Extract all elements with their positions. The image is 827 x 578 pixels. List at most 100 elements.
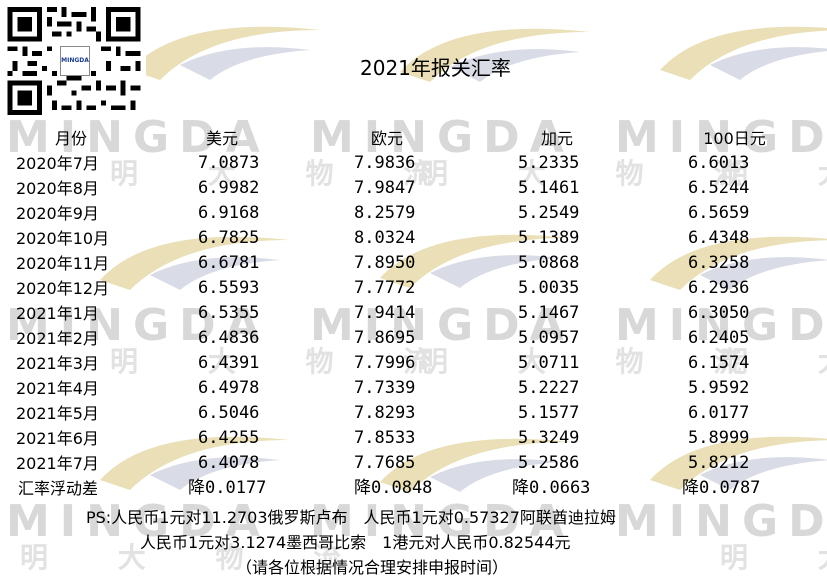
cell-usd: 6.5355: [198, 303, 260, 323]
note-line-1: PS:人民币1元对11.2703俄罗斯卢布 人民币1元对0.57327阿联酋迪拉…: [86, 508, 616, 527]
cell-cad: 5.2549: [518, 203, 580, 223]
cell-jpy100: 6.5244: [688, 178, 750, 198]
qr-code-image: [2, 2, 146, 120]
cell-jpy100: 6.1574: [688, 353, 750, 373]
note-line-2: 人民币1元对3.1274墨西哥比索 1港元对人民币0.82544元: [140, 533, 571, 552]
cell-cad: 5.0957: [518, 328, 580, 348]
cell-cad: 5.0868: [518, 253, 580, 273]
cell-cad: 5.1467: [518, 303, 580, 323]
cell-usd: 6.5046: [198, 403, 260, 423]
cell-eur: 7.7996: [354, 353, 416, 373]
cell-month: 2020年9月: [16, 204, 99, 223]
watermark-logo: [130, 26, 320, 80]
cell-cad: 5.1461: [518, 178, 580, 198]
cell-cad: 5.2586: [518, 453, 580, 473]
cell-eur: 8.2579: [354, 203, 416, 223]
difference-cad: 降0.0663: [512, 478, 591, 498]
watermark-logo: [660, 26, 827, 80]
cell-month: 2021年7月: [16, 454, 99, 473]
note-line-3: （请各位根据情况合理安排申报时间）: [236, 558, 509, 577]
cell-eur: 7.9414: [354, 303, 416, 323]
cell-month: 2020年12月: [16, 279, 110, 298]
cell-month: 2020年7月: [16, 154, 99, 173]
header-eur: 欧元: [370, 129, 403, 148]
cell-cad: 5.2227: [518, 378, 580, 398]
cell-cad: 5.3249: [518, 428, 580, 448]
cell-month: 2021年2月: [16, 329, 99, 348]
cell-jpy100: 6.3050: [688, 303, 750, 323]
cell-cad: 5.2335: [518, 153, 580, 173]
cell-jpy100: 6.2405: [688, 328, 750, 348]
cell-month: 2021年3月: [16, 354, 99, 373]
cell-jpy100: 5.9592: [688, 378, 750, 398]
table-row: 2020年12月 6.5593 7.7772 5.0035 6.2936: [0, 276, 827, 301]
cell-eur: 7.8695: [354, 328, 416, 348]
difference-jpy100: 降0.0787: [682, 478, 761, 498]
difference-row: 汇率浮动差 降0.0177 降0.0848 降0.0663 降0.0787: [0, 476, 827, 501]
cell-eur: 7.9847: [354, 178, 416, 198]
difference-eur: 降0.0848: [354, 478, 433, 498]
difference-usd: 降0.0177: [188, 478, 267, 498]
cell-eur: 7.7772: [354, 278, 416, 298]
cell-month: 2020年8月: [16, 179, 99, 198]
difference-label: 汇率浮动差: [18, 479, 99, 498]
cell-eur: 7.8533: [354, 428, 416, 448]
cell-month: 2021年1月: [16, 304, 99, 323]
table-row: 2021年2月 6.4836 7.8695 5.0957 6.2405: [0, 326, 827, 351]
cell-cad: 5.0711: [518, 353, 580, 373]
cell-jpy100: 5.8999: [688, 428, 750, 448]
table-row: 2020年7月 7.0873 7.9836 5.2335 6.6013: [0, 151, 827, 176]
header-cad: 加元: [540, 129, 573, 148]
cell-eur: 7.7685: [354, 453, 416, 473]
cell-cad: 5.0035: [518, 278, 580, 298]
table-row: 2021年5月 6.5046 7.8293 5.1577 6.0177: [0, 401, 827, 426]
table-row: 2020年10月 6.7825 8.0324 5.1389 6.4348: [0, 226, 827, 251]
header-jpy100: 100日元: [703, 129, 766, 148]
table-header-row: 月份 美元 欧元 加元 100日元: [0, 126, 827, 151]
cell-usd: 6.9168: [198, 203, 260, 223]
table-row: 2021年7月 6.4078 7.7685 5.2586 5.8212: [0, 451, 827, 476]
cell-usd: 6.6781: [198, 253, 260, 273]
cell-eur: 7.8950: [354, 253, 416, 273]
cell-cad: 5.1389: [518, 228, 580, 248]
cell-eur: 7.7339: [354, 378, 416, 398]
cell-jpy100: 6.4348: [688, 228, 750, 248]
table-row: 2020年11月 6.6781 7.8950 5.0868 6.3258: [0, 251, 827, 276]
cell-usd: 6.9982: [198, 178, 260, 198]
cell-jpy100: 6.3258: [688, 253, 750, 273]
cell-usd: 6.7825: [198, 228, 260, 248]
table-row: 2021年4月 6.4978 7.7339 5.2227 5.9592: [0, 376, 827, 401]
table-row: 2020年9月 6.9168 8.2579 5.2549 6.5659: [0, 201, 827, 226]
cell-month: 2021年6月: [16, 429, 99, 448]
cell-jpy100: 5.8212: [688, 453, 750, 473]
table-row: 2020年8月 6.9982 7.9847 5.1461 6.5244: [0, 176, 827, 201]
cell-eur: 7.8293: [354, 403, 416, 423]
cell-usd: 6.4391: [198, 353, 260, 373]
qr-logo-badge: MINGDA: [60, 46, 90, 76]
table-row: 2021年3月 6.4391 7.7996 5.0711 6.1574: [0, 351, 827, 376]
cell-jpy100: 6.6013: [688, 153, 750, 173]
cell-month: 2021年5月: [16, 404, 99, 423]
cell-jpy100: 6.5659: [688, 203, 750, 223]
cell-usd: 6.5593: [198, 278, 260, 298]
cell-eur: 8.0324: [354, 228, 416, 248]
cell-usd: 6.4836: [198, 328, 260, 348]
cell-usd: 6.4255: [198, 428, 260, 448]
watermark-word: MINGDA: [615, 496, 827, 547]
cell-usd: 7.0873: [198, 153, 260, 173]
cell-cad: 5.1577: [518, 403, 580, 423]
cell-month: 2021年4月: [16, 379, 99, 398]
table-row: 2021年6月 6.4255 7.8533 5.3249 5.8999: [0, 426, 827, 451]
header-month: 月份: [54, 129, 87, 148]
table-row: 2021年1月 6.5355 7.9414 5.1467 6.3050: [0, 301, 827, 326]
cell-eur: 7.9836: [354, 153, 416, 173]
cell-jpy100: 6.0177: [688, 403, 750, 423]
cell-month: 2020年10月: [16, 229, 110, 248]
page-title: 2021年报关汇率: [360, 56, 511, 80]
cell-jpy100: 6.2936: [688, 278, 750, 298]
cell-month: 2020年11月: [16, 254, 110, 273]
header-usd: 美元: [205, 129, 238, 148]
cell-usd: 6.4978: [198, 378, 260, 398]
cell-usd: 6.4078: [198, 453, 260, 473]
watermark-cn: 明 大 物 流: [720, 541, 827, 574]
